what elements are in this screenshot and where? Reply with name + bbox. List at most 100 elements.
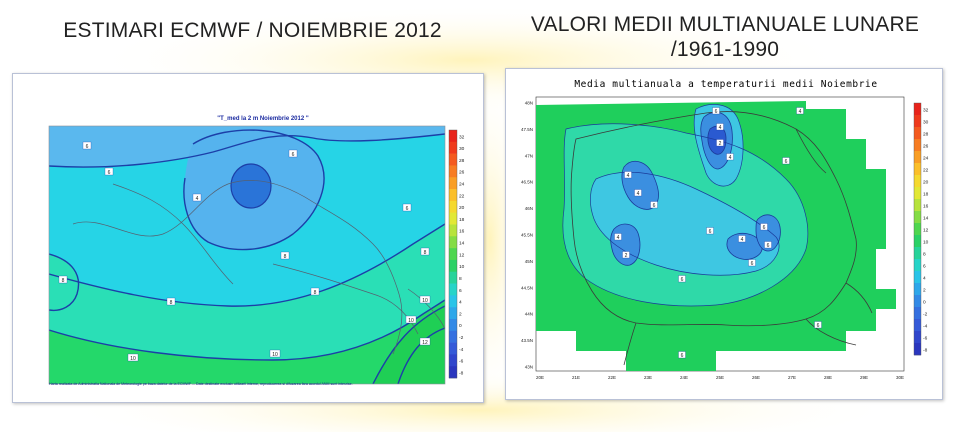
colorbar-swatch: [914, 151, 921, 164]
colorbar-swatch: [449, 248, 457, 261]
contour-label-box: [748, 259, 756, 267]
latitude-tick-label: 48N: [525, 101, 533, 106]
longitude-tick-label: 24E: [680, 375, 688, 380]
latitude-tick-label: 47.5N: [521, 127, 533, 132]
colorbar-tick-label: 26: [459, 170, 465, 176]
ecmwf-map-panel: 6 4 6 6 6 8 8 8 8 8 10 10 10 10 12 32 30 2…: [12, 73, 484, 403]
map-frame: [48, 125, 446, 385]
colorbar-tick-label: 8: [459, 276, 462, 282]
map-footnote: Harta realizata de Administratia Nationa…: [49, 382, 353, 386]
colorbar-tick-label: 28: [923, 131, 929, 137]
longitude-tick-label: 28E: [824, 375, 832, 380]
contour-label: 6: [817, 323, 820, 329]
latitude-tick-label: 47N: [525, 153, 533, 158]
latitude-tick-label: 44N: [525, 312, 533, 317]
isotherm-line: [49, 223, 445, 307]
colorbar-swatch: [449, 366, 457, 379]
colorbar-swatch: [914, 115, 921, 128]
colorbar-swatch: [449, 212, 457, 225]
contour-label-box: [716, 123, 724, 131]
contour-label: 8: [424, 250, 427, 256]
colorbar-swatch: [914, 283, 921, 296]
contour-label-box: [796, 107, 804, 115]
colorbar-swatch: [914, 199, 921, 212]
colorbar-swatch: [914, 103, 921, 116]
colorbar-swatch: [914, 175, 921, 188]
colorbar-tick-label: 20: [459, 205, 465, 211]
longitude-tick-label: 26E: [752, 375, 760, 380]
colorbar-tick-label: 22: [923, 167, 929, 173]
longitude-labels: 20E 21E 22E 23E 24E 25E 26E 27E 28E 29E 30E: [536, 375, 904, 380]
border-line: [272, 263, 419, 335]
cold-spot: [726, 232, 763, 260]
contour-label: 4: [637, 191, 640, 197]
colorbar-tick-label: 0: [923, 299, 926, 305]
contour-label: 4: [196, 196, 199, 202]
isotherm-zone-10: [49, 224, 445, 384]
isotherm-zone-12: [49, 300, 445, 384]
longitude-tick-label: 30E: [896, 375, 904, 380]
contour-label-box: [760, 223, 768, 231]
contour-label-box: [614, 233, 622, 241]
contour-label: 6: [681, 353, 684, 359]
contour-label: 6: [292, 152, 295, 158]
contour-label: 6: [715, 109, 718, 115]
ecmwf-temperature-map: 6 4 6 6 6 8 8 8 8 8 10 10 10 10 12 32 30 2…: [48, 125, 465, 385]
ecmwf-map-title: "T_med la 2 m Noiembrie 2012 ": [217, 116, 309, 122]
isotherm-line: [397, 327, 445, 384]
contour-label: 8: [284, 254, 287, 260]
colorbar-swatch: [914, 163, 921, 176]
colorbar-swatch: [914, 307, 921, 320]
longitude-tick-label: 22E: [608, 375, 616, 380]
contour-label: 4: [617, 235, 620, 241]
border-line: [72, 180, 403, 355]
colorbar-swatch: [449, 354, 457, 367]
contour-label: 6: [709, 229, 712, 235]
contour-label: 6: [767, 243, 770, 249]
contour-label-box: [624, 171, 632, 179]
colorbar-tick-label: -4: [923, 323, 928, 329]
right-heading-line1: VALORI MEDII MULTIANUALE LUNARE: [530, 13, 920, 36]
colorbar-tick-label: -2: [459, 335, 464, 341]
longitude-tick-label: 23E: [644, 375, 652, 380]
latitude-tick-label: 44.5N: [521, 285, 533, 290]
contour-label-box: [782, 157, 790, 165]
colorbar-swatch: [449, 330, 457, 343]
colorbar-tick-label: 12: [459, 252, 465, 258]
colorbar-tick-label: 2: [459, 311, 462, 317]
colorbar-swatch: [449, 153, 457, 166]
colorbar-swatch: [449, 165, 457, 178]
border-line: [623, 322, 637, 366]
colorbar-swatch: [449, 307, 457, 320]
longitude-tick-label: 20E: [536, 375, 544, 380]
contour-label-box: [712, 107, 720, 115]
longitude-tick-label: 21E: [572, 375, 580, 380]
colorbar-swatch: [449, 224, 457, 237]
colorbar-tick-label: 30: [923, 119, 929, 125]
isotherm-line: [49, 253, 80, 312]
contour-label-box: [650, 201, 658, 209]
colorbar-swatch: [914, 223, 921, 236]
multiannual-map-title: Media multianuala a temperaturii medii N…: [574, 79, 878, 90]
longitude-tick-label: 25E: [716, 375, 724, 380]
border-line: [112, 183, 234, 285]
colorbar-swatch: [449, 342, 457, 355]
colorbar-swatch: [449, 177, 457, 190]
colorbar-tick-label: 32: [459, 134, 465, 140]
colorbar-tick-label: -2: [923, 311, 928, 317]
colorbar-tick-label: 4: [923, 275, 926, 281]
contour-label: 10: [408, 318, 414, 324]
colorbar-swatch: [914, 295, 921, 308]
colorbar-tick-label: 30: [459, 146, 465, 152]
colorbar-swatch: [914, 127, 921, 140]
colorbar-swatch: [449, 130, 457, 143]
contour-label: 6: [681, 277, 684, 283]
colorbar-tick-label: 22: [459, 193, 465, 199]
contour-label: 6: [785, 159, 788, 165]
contour-label-box: [726, 153, 734, 161]
colorbar-tick-label: 24: [923, 155, 929, 161]
colorbar-tick-label: 10: [923, 239, 929, 245]
latitude-tick-label: 43N: [525, 365, 533, 370]
